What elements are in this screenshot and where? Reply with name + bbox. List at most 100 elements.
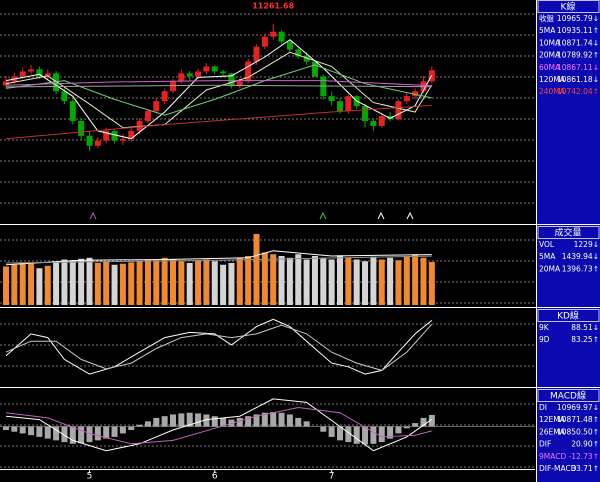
legend-value: 10850.50↑ — [557, 427, 599, 436]
volume-bar — [136, 260, 143, 305]
candle-body — [153, 101, 160, 112]
legend-name: 9MACD — [539, 452, 566, 461]
volume-bar — [337, 255, 343, 305]
macd-bar — [161, 416, 168, 427]
volume-bar — [253, 233, 260, 305]
volume-bar — [86, 257, 93, 305]
panel-header — [537, 389, 600, 402]
legend-name: 5MA — [539, 26, 556, 35]
volume-bar — [328, 259, 335, 305]
legend-name: 60MA — [539, 63, 561, 72]
panel-title: K線 — [561, 1, 576, 13]
macd-bar — [412, 423, 419, 427]
macd-bar — [387, 426, 394, 439]
volume-bar — [78, 258, 85, 305]
macd-bar — [370, 426, 377, 444]
macd-bar — [345, 426, 352, 443]
panel-header — [537, 309, 600, 322]
candle-body — [362, 106, 369, 121]
macd-bar — [295, 417, 302, 427]
volume-bar — [295, 254, 302, 305]
macd-bar — [286, 414, 293, 427]
volume-bar — [270, 254, 277, 305]
volume-bar — [303, 259, 310, 305]
candle-body — [144, 111, 151, 121]
volume-bar — [378, 259, 385, 305]
volume-bar — [420, 257, 427, 305]
candle-body — [220, 71, 227, 74]
macd-bar — [86, 426, 93, 443]
macd-bar — [245, 416, 252, 427]
legend-name: DIF-MACD — [539, 464, 577, 473]
macd-bar — [253, 414, 260, 427]
volume-bar — [345, 257, 352, 305]
macd-bar — [53, 426, 60, 441]
candle-body — [270, 31, 277, 37]
candle-body — [261, 36, 268, 47]
macd-bar — [144, 421, 151, 427]
panel-title: MACD線 — [550, 390, 586, 402]
indicator-line — [5, 39, 433, 140]
volume-bar — [11, 264, 18, 305]
volume-bar — [128, 262, 135, 305]
macd-bar — [153, 417, 160, 427]
candle-body — [278, 31, 285, 42]
candle-body — [211, 66, 218, 72]
macd-bar — [395, 426, 402, 434]
candle-body — [245, 61, 252, 82]
legend-value: 1439.94↓ — [562, 252, 599, 261]
macd-bar — [111, 426, 118, 437]
volume-bar — [94, 263, 101, 305]
volume-bar — [261, 252, 268, 305]
candle-body — [128, 130, 135, 139]
legend-value: 83.25↑ — [571, 335, 599, 344]
candle-body — [170, 81, 176, 92]
volume-bar — [236, 257, 243, 305]
legend-name: 5MA — [539, 252, 556, 261]
volume-bar — [403, 256, 410, 305]
volume-bar — [245, 256, 252, 305]
legend-name: 收盤 — [539, 13, 554, 23]
legend-name: 240MA — [539, 87, 566, 96]
legend-value: 10867.11↓ — [557, 63, 599, 72]
volume-bar — [278, 256, 285, 305]
volume-bar — [220, 264, 227, 305]
legend-value: 1396.73↑ — [562, 264, 599, 273]
candle-body — [28, 69, 35, 72]
macd-bar — [378, 426, 385, 443]
legend-value: 10742.04↑ — [557, 87, 599, 96]
macd-bar — [103, 426, 110, 439]
candle-body — [69, 101, 76, 121]
macd-bar — [170, 414, 176, 427]
x-tick-label: 7 — [329, 472, 335, 482]
legend-name: VOL — [539, 240, 555, 249]
candle-body — [295, 49, 302, 57]
macd-bar — [136, 424, 143, 427]
candle-body — [61, 91, 68, 102]
legend-value: 10789.92↑ — [557, 51, 599, 60]
volume-bar — [170, 259, 176, 305]
legend-value: 88.51↓ — [571, 323, 599, 332]
volume-bar — [203, 259, 210, 305]
candle-body — [395, 101, 402, 120]
legend-value: 33.71↑ — [571, 464, 599, 473]
volume-bar — [311, 256, 318, 305]
macd-bar — [119, 426, 126, 434]
legend-name: 20MA — [539, 51, 561, 60]
macd-bar — [61, 426, 68, 443]
legend-name: 120MA — [539, 75, 566, 84]
volume-bar — [69, 260, 76, 305]
candle-body — [44, 73, 51, 77]
macd-bar — [69, 426, 76, 444]
indicator-line — [5, 80, 432, 87]
candle-body — [345, 96, 352, 112]
macd-bar — [403, 426, 410, 429]
candle-body — [412, 91, 419, 97]
candle-body — [161, 91, 168, 102]
volume-bar — [320, 257, 327, 305]
macd-bar — [203, 414, 210, 427]
legend-value: 10935.11↑ — [557, 26, 599, 35]
candle-body — [303, 56, 310, 62]
candle-body — [36, 69, 43, 77]
